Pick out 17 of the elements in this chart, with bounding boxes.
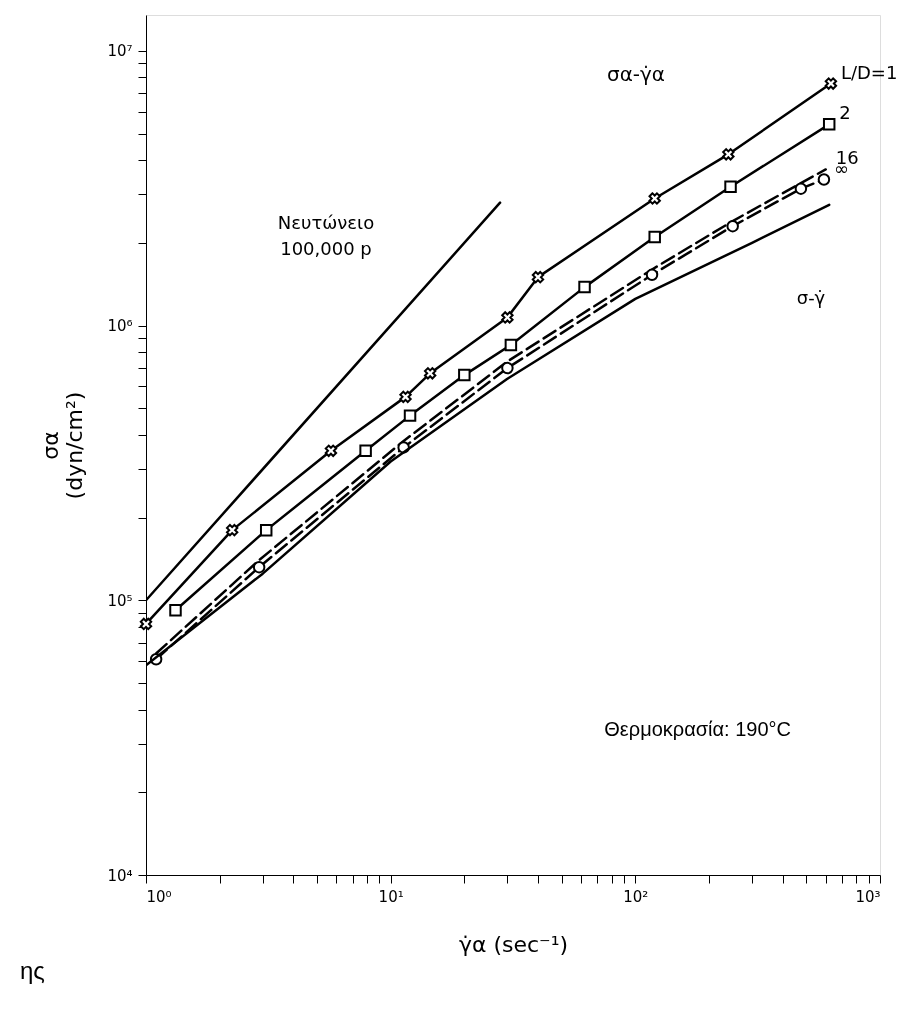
annotation: σα-γ̇α — [606, 62, 666, 86]
x-tick-label: 10⁰ — [146, 887, 172, 906]
y-axis-title: σα (dyn/cm²) — [38, 391, 88, 500]
annotation: Νευτώνειο 100,000 p — [277, 212, 375, 259]
y-tick-label: 10⁵ — [107, 591, 133, 610]
annotation: Θερμοκρασία: 190°C — [604, 718, 791, 740]
annotation: σ-γ̇ — [796, 287, 826, 308]
x-tick-label: 10² — [623, 887, 649, 906]
y-tick-label: 10⁷ — [107, 42, 133, 61]
x-tick-label: 10³ — [855, 887, 881, 906]
y-tick-label: 10⁴ — [107, 866, 133, 885]
y-tick-label: 10⁶ — [107, 317, 133, 336]
series-label: L/D=1 — [840, 61, 898, 83]
series-label: 2 — [839, 102, 851, 124]
text: ης — [20, 957, 45, 984]
x-axis-title: γ̇α (sec⁻¹) — [458, 931, 569, 957]
x-tick-label: 10¹ — [378, 887, 404, 906]
